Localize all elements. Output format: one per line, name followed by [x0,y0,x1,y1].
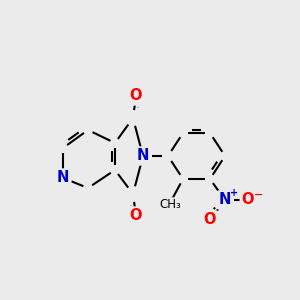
Text: N: N [219,193,231,208]
Text: +: + [230,188,238,198]
Text: CH₃: CH₃ [159,199,181,212]
Text: O: O [242,193,254,208]
Text: O: O [130,208,142,224]
Text: O: O [204,212,216,227]
Text: N: N [137,148,149,164]
Text: N: N [57,170,69,185]
Text: −: − [254,190,264,200]
Text: O: O [130,88,142,104]
